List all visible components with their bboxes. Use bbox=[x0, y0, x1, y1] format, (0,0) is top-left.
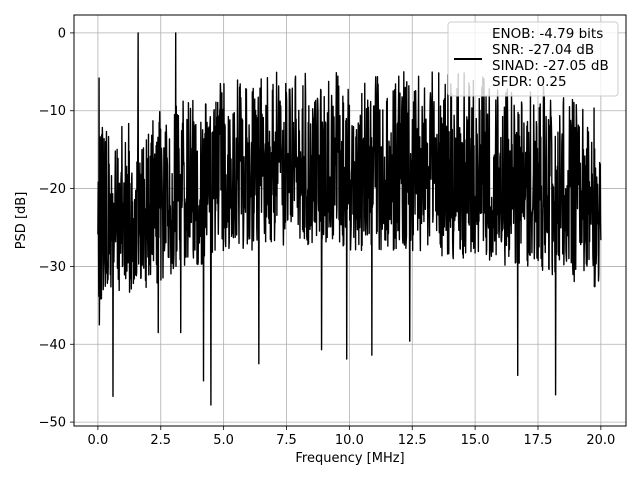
y-tick-label: −50 bbox=[39, 416, 66, 431]
x-tick-label: 5.0 bbox=[213, 433, 234, 448]
legend-entry-enob: ENOB: -4.79 bits bbox=[492, 26, 603, 42]
y-tick-label: −40 bbox=[39, 338, 66, 353]
psd-trace bbox=[97, 32, 602, 406]
legend-box bbox=[447, 21, 619, 97]
x-tick-label: 15.0 bbox=[461, 433, 490, 448]
y-axis-label: PSD [dB] bbox=[14, 192, 29, 250]
y-tick-label: −20 bbox=[39, 182, 66, 197]
x-tick-label: 20.0 bbox=[586, 433, 615, 448]
x-tick-label: 7.5 bbox=[276, 433, 297, 448]
legend-entry-sinad: SINAD: -27.05 dB bbox=[492, 58, 609, 74]
legend: ENOB: -4.79 bits SNR: -27.04 dB SINAD: -… bbox=[447, 21, 619, 97]
x-tick-label: 10.0 bbox=[335, 433, 364, 448]
y-tick-label: −10 bbox=[39, 104, 66, 119]
x-tick-label: 0.0 bbox=[88, 433, 109, 448]
x-tick-label: 2.5 bbox=[150, 433, 171, 448]
y-axis-ticks: 0 −10 −20 −30 −40 −50 bbox=[39, 26, 74, 431]
x-tick-label: 12.5 bbox=[398, 433, 427, 448]
x-axis-label: Frequency [MHz] bbox=[295, 451, 404, 466]
y-tick-label: 0 bbox=[58, 26, 66, 41]
plot-frame bbox=[73, 14, 627, 427]
legend-entry-sfdr: SFDR: 0.25 bbox=[492, 74, 567, 90]
series-psd bbox=[97, 32, 602, 406]
legend-entry-snr: SNR: -27.04 dB bbox=[492, 42, 594, 58]
x-tick-label: 17.5 bbox=[524, 433, 553, 448]
x-axis-ticks: 0.0 2.5 5.0 7.5 10.0 12.5 15.0 17.5 20.0 bbox=[88, 426, 615, 448]
y-tick-label: −30 bbox=[39, 260, 66, 275]
